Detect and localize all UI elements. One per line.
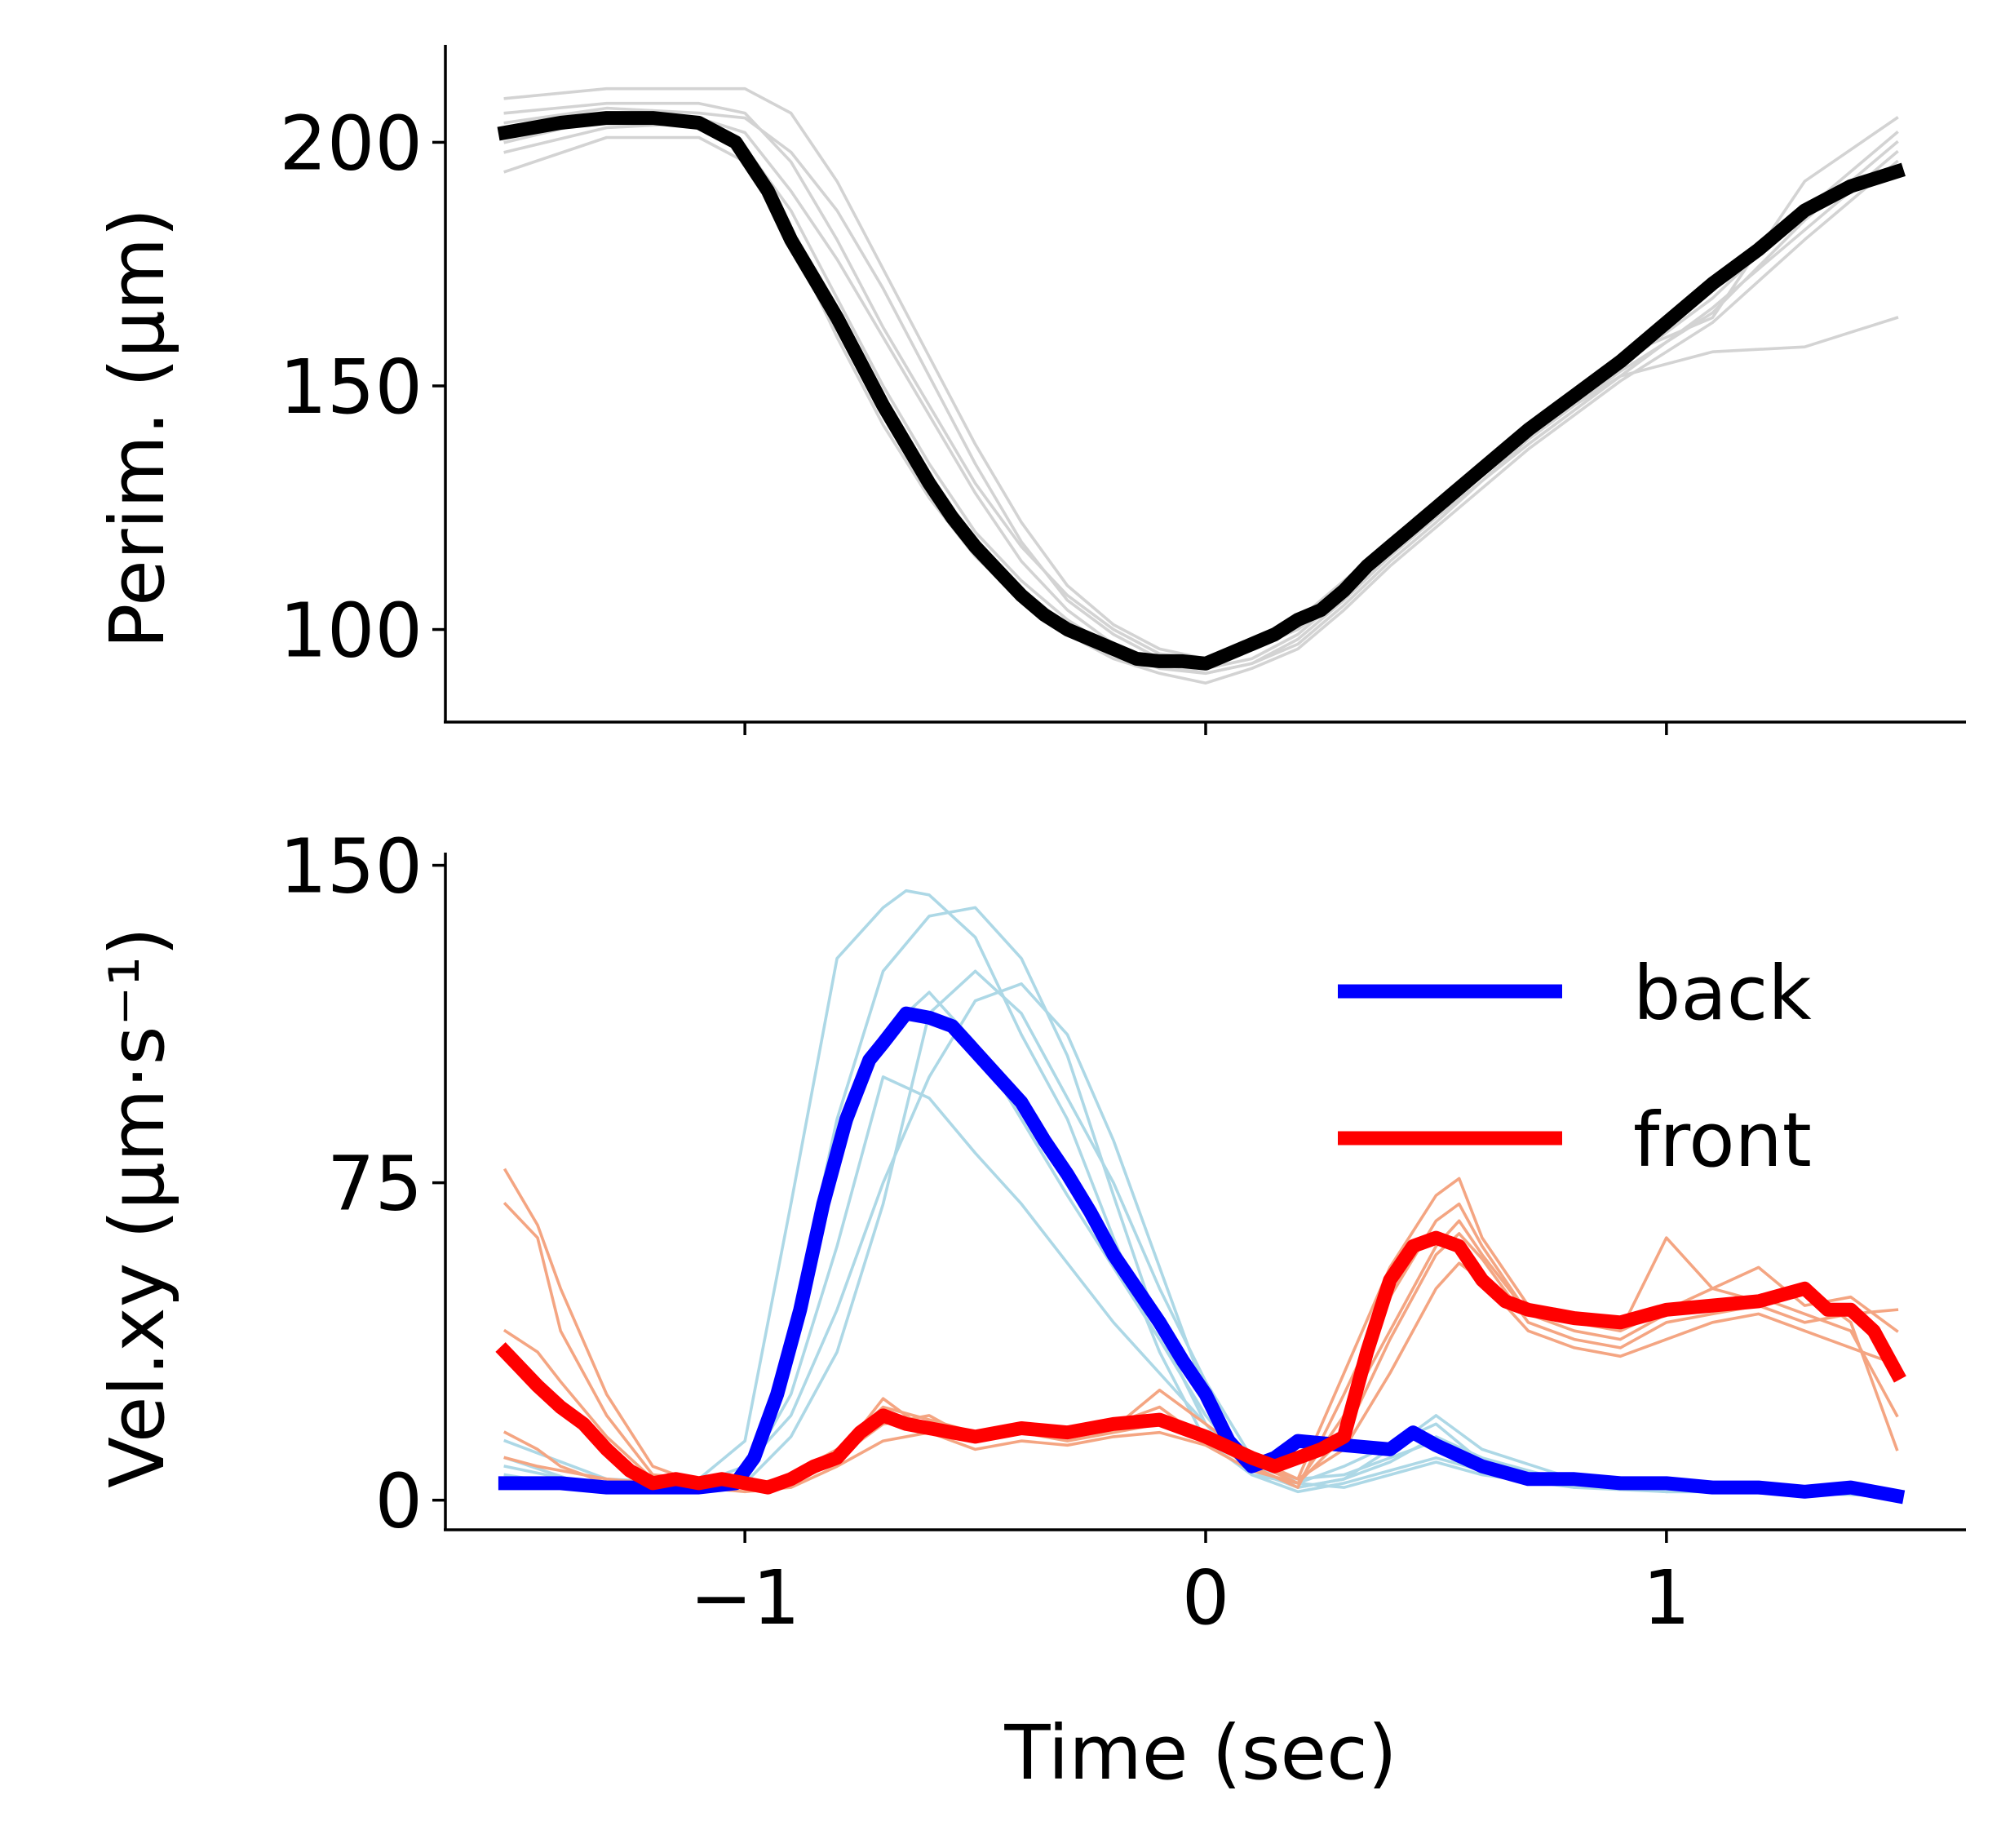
legend-label-front: front — [1633, 1097, 1812, 1184]
x-axis-title: Time (sec) — [1003, 1709, 1397, 1797]
perimeter-mean-line — [497, 111, 1906, 671]
perimeter-trial-line — [503, 86, 1899, 661]
velocity-mean-front — [495, 1230, 1906, 1495]
perimeter-trial-line — [503, 116, 1899, 676]
velocity-trial-line — [503, 982, 1899, 1494]
perimeter-mean-line — [497, 111, 1906, 671]
legend-label-back: back — [1633, 950, 1812, 1037]
perimeter-trial-line — [503, 101, 1899, 661]
velocity-x-tick-label: 0 — [1182, 1554, 1230, 1642]
velocity-y-tick-label: 150 — [279, 823, 423, 911]
velocity-y-tick-label: 0 — [374, 1458, 423, 1545]
velocity-mean-back — [498, 1006, 1906, 1505]
perimeter-trial-line — [503, 121, 1899, 676]
perimeter-y-tick-label: 150 — [279, 343, 423, 431]
perimeter-y-tick-label: 200 — [279, 100, 423, 187]
velocity-mean-lines — [495, 1006, 1906, 1505]
velocity-y-axis-title: Vel.xy (µm·s⁻¹) — [94, 927, 181, 1488]
perimeter-trial-line — [503, 106, 1899, 671]
velocity-x-tick-label: −1 — [689, 1554, 800, 1642]
velocity-panel: 0 75 150 −1 0 1 Vel.xy (µm·s⁻¹) Time (sec) ba… — [94, 823, 1966, 1797]
velocity-y-tick-label: 75 — [327, 1141, 423, 1228]
velocity-x-tick-label: 1 — [1643, 1554, 1691, 1642]
perimeter-y-axis-title: Perim. (µm) — [94, 208, 181, 649]
perimeter-axes: 100 150 200 — [279, 45, 1966, 735]
perimeter-y-tick-label: 100 — [279, 587, 423, 675]
velocity-trial-line — [502, 1232, 1899, 1494]
perimeter-trial-lines — [503, 86, 1899, 685]
perimeter-trial-line — [503, 135, 1899, 685]
perimeter-panel: 100 150 200 Perim. (µm) — [94, 45, 1966, 735]
velocity-axes: 0 75 150 −1 0 1 — [279, 823, 1966, 1642]
legend: back front — [1338, 950, 1812, 1184]
